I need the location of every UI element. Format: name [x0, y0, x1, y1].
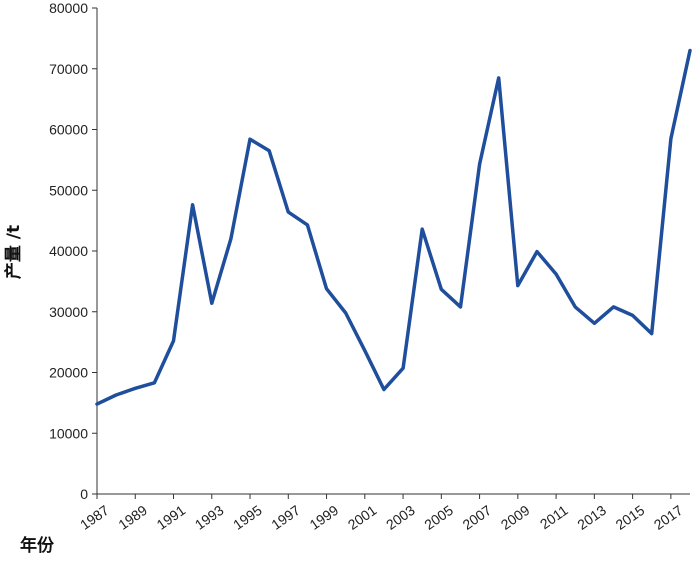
x-tick-label: 1997 [268, 502, 303, 533]
x-tick-label: 1999 [307, 502, 342, 533]
x-tick-label: 1991 [154, 502, 189, 533]
x-tick-label: 1987 [77, 502, 112, 533]
y-tick-label: 60000 [49, 122, 88, 138]
x-tick-label: 1993 [192, 502, 227, 533]
x-tick-label: 1989 [115, 502, 150, 533]
y-axis-ticks: 0 10000 20000 30000 40000 50000 60000 70000 8000… [49, 0, 97, 502]
x-axis-title: 年份 [20, 535, 55, 556]
x-axis-ticks: 1987 1989 1991 1993 1995 1997 1999 2001 2003 2005… [77, 494, 686, 533]
x-tick-label: 2011 [537, 502, 571, 532]
y-tick-label: 40000 [49, 243, 88, 259]
y-tick-label: 30000 [49, 304, 88, 320]
y-axis-title: 产量 /t [3, 225, 24, 279]
x-tick-label: 2005 [421, 502, 456, 533]
x-tick-label: 2013 [574, 502, 609, 533]
y-tick-label: 20000 [49, 365, 88, 381]
y-tick-label: 80000 [49, 0, 88, 16]
y-tick-label: 70000 [49, 61, 88, 77]
y-tick-label: 10000 [49, 425, 88, 441]
x-tick-label: 1995 [230, 502, 265, 533]
x-tick-label: 2015 [613, 502, 648, 533]
x-tick-label: 2017 [651, 502, 686, 533]
x-tick-label: 2003 [383, 502, 418, 533]
x-tick-label: 2009 [498, 502, 533, 533]
x-tick-label: 2007 [460, 502, 495, 533]
y-tick-label: 0 [80, 486, 88, 502]
x-tick-label: 2001 [345, 502, 380, 533]
y-tick-label: 50000 [49, 182, 88, 198]
series-line [95, 48, 692, 406]
